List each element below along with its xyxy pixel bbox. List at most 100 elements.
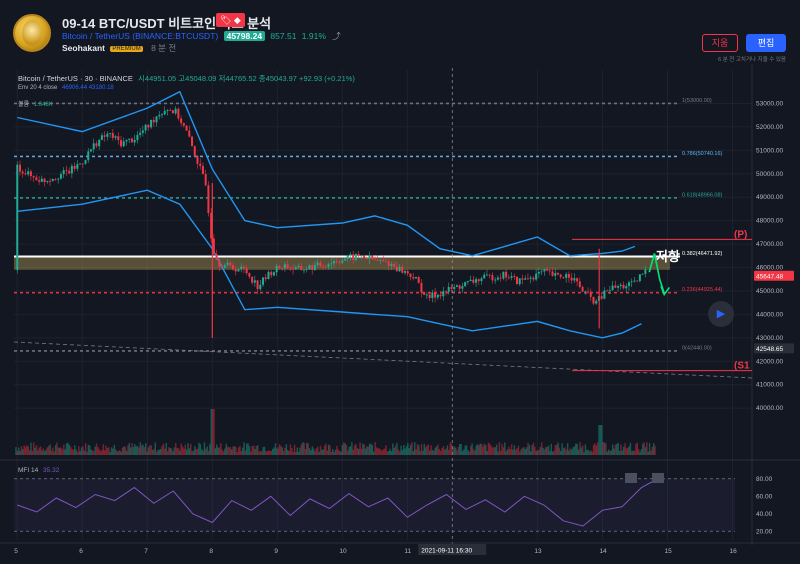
volume-bar (431, 449, 434, 455)
volume-bar (580, 447, 583, 455)
candle-body (185, 125, 188, 131)
volume-bar (643, 442, 645, 455)
candle-body (106, 133, 109, 137)
candle-body (256, 280, 259, 289)
volume-bar (439, 450, 442, 455)
volume-bar (284, 447, 286, 455)
volume-bar (390, 451, 393, 455)
symbol-code[interactable]: (BINANCE:BTCUSDT) (132, 31, 219, 41)
mfi-band (14, 478, 735, 532)
volume-bar (281, 447, 283, 455)
volume-bar (58, 447, 61, 455)
volume-bar (494, 447, 496, 455)
volume-bar (147, 447, 150, 455)
volume-bar (181, 446, 184, 455)
volume-bar (272, 448, 274, 455)
candle-body (89, 149, 92, 152)
volume-bar (132, 447, 135, 455)
volume-bar (595, 445, 598, 455)
candle-body (338, 261, 341, 263)
volume-bar (368, 443, 371, 455)
volume-bar (188, 448, 191, 455)
volume-bar (247, 443, 249, 455)
candle-body (633, 280, 636, 282)
volume-bar (176, 447, 178, 455)
candle-body (548, 270, 551, 272)
candle-body (308, 265, 311, 270)
edit-button[interactable]: 편집 (746, 34, 786, 52)
delete-button[interactable]: 지움 (702, 34, 738, 52)
envelope-legend[interactable]: Env 20 4 close 46906.44 43180.18 (18, 85, 114, 91)
mfi-legend[interactable]: MFI 14 35.32 (18, 467, 59, 474)
volume-bar (635, 443, 637, 455)
volume-bar (302, 442, 304, 455)
volume-bar (315, 448, 318, 455)
volume-bar (637, 449, 640, 455)
volume-bar (565, 449, 567, 455)
volume-bar (622, 446, 625, 455)
author-name[interactable]: Seohakant (62, 43, 105, 53)
volume-bar (297, 451, 300, 455)
volume-bar (628, 446, 630, 455)
candle-body (300, 265, 303, 271)
volume-bar (291, 448, 293, 455)
share-icon[interactable]: ⤴ (332, 31, 341, 41)
time-tick-label: 11 (404, 548, 411, 555)
volume-bar (464, 445, 466, 455)
volume-bar (332, 449, 334, 455)
symbol-link[interactable]: Bitcoin / TetherUS (62, 31, 130, 41)
volume-bar (381, 450, 383, 455)
candle-body (245, 268, 248, 274)
author-avatar[interactable] (13, 14, 51, 52)
volume-legend[interactable]: 볼륨 1.348K (18, 99, 53, 108)
candle-body (191, 136, 194, 147)
price-tick-label: 49000.00 (756, 194, 783, 201)
price-tick-label: 46000.00 (756, 265, 783, 272)
candle-body (510, 276, 513, 278)
volume-bar (142, 444, 144, 455)
volume-bar (474, 450, 476, 455)
volume-bar (71, 448, 73, 455)
play-icon[interactable]: ▶ (708, 301, 734, 327)
volume-bar (162, 443, 165, 455)
candle-body (360, 255, 363, 257)
forecast-arrowhead (660, 285, 671, 297)
volume-bar (310, 450, 312, 455)
price-tick-label: 40000.00 (756, 405, 783, 412)
volume-bar (131, 443, 133, 455)
volume-bar (525, 447, 528, 455)
coin-icon (22, 20, 42, 46)
candle-body (480, 278, 483, 282)
candle-body (319, 262, 322, 267)
tag-badge[interactable]: 🏷 ◆ (216, 13, 245, 27)
volume-bar (237, 447, 240, 455)
candle-body (537, 272, 540, 274)
legend-symbol[interactable]: Bitcoin / TetherUS · 30 · BINANCE (18, 74, 133, 83)
volume-bar (583, 451, 585, 455)
candle-body (393, 263, 396, 267)
volume-bar (172, 451, 174, 455)
volume-bar (579, 442, 581, 455)
volume-bar (252, 445, 255, 455)
volume-bar (266, 451, 268, 455)
volume-bar (325, 443, 327, 455)
volume-bar (35, 445, 38, 455)
candle-body (40, 178, 43, 182)
candle-body (70, 165, 73, 174)
volume-bar (54, 445, 57, 455)
candle-body (155, 116, 158, 123)
volume-bar (516, 448, 518, 455)
volume-bar (15, 447, 17, 455)
candle-body (223, 264, 226, 268)
price-tick-label: 47000.00 (756, 241, 783, 248)
candle-body (169, 110, 172, 111)
price-tick-label: 53000.00 (756, 100, 783, 107)
pivot-p-label: (P) (734, 229, 747, 240)
price-label-bg (754, 343, 794, 354)
volume-bar (80, 447, 83, 455)
envelope-legend-label: Env 20 4 close (18, 85, 58, 91)
candle-body (286, 264, 289, 269)
volume-bar (614, 444, 617, 455)
volume-bar (493, 447, 495, 455)
